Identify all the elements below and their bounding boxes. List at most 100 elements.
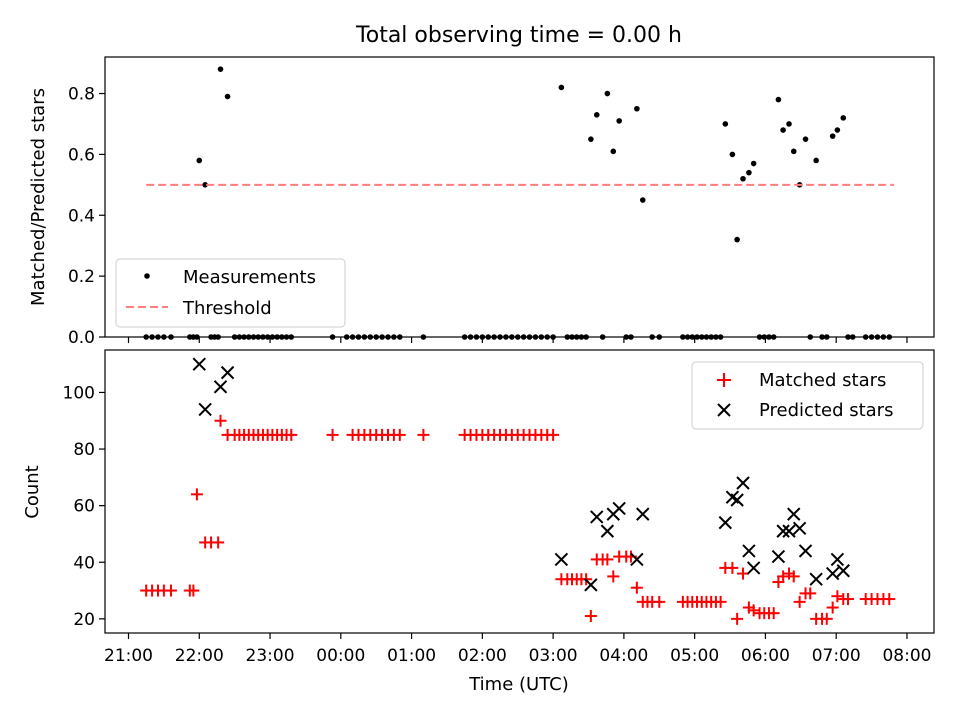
- matched-star-point: [547, 428, 560, 441]
- bottom-x-tick-label: 08:00: [882, 646, 931, 666]
- bottom-plot-frame: [104, 349, 935, 634]
- bottom-y-tick-label: 20: [73, 610, 95, 630]
- measurement-point: [684, 334, 691, 340]
- measurement-point: [479, 334, 486, 340]
- measurement-point: [231, 334, 238, 340]
- measurement-point: [155, 334, 161, 340]
- matched-star-point: [630, 581, 643, 594]
- predicted-star-point: [825, 566, 840, 581]
- measurement-point: [616, 118, 622, 124]
- matched-star-point: [883, 593, 896, 606]
- measurement-point: [514, 334, 521, 340]
- bottom-y-tick-label: 100: [63, 383, 95, 403]
- measurement-point: [202, 182, 208, 188]
- measurement-point: [639, 197, 646, 203]
- top-y-tick-label: 0.2: [68, 267, 95, 287]
- predicted-star-point: [590, 510, 604, 524]
- top-y-tick-label: 0.0: [68, 328, 95, 348]
- top-y-tick-label: 0.6: [68, 145, 95, 165]
- measurement-point: [886, 334, 893, 340]
- predicted-star-point: [782, 524, 796, 538]
- measurement-point: [790, 148, 797, 155]
- matched-star-point: [826, 601, 839, 614]
- measurement-point: [680, 334, 686, 340]
- matched-star-point: [831, 590, 844, 603]
- measurement-point: [279, 334, 285, 340]
- matched-star-point: [731, 612, 744, 625]
- predicted-star-point: [630, 552, 644, 567]
- predicted-star-point: [554, 552, 569, 567]
- predicted-star-point: [776, 524, 790, 538]
- measurement-point: [868, 334, 875, 340]
- predicted-star-point: [198, 402, 212, 417]
- matched-star-point: [187, 584, 200, 597]
- measurement-point: [550, 334, 556, 340]
- measurement-point: [520, 334, 527, 340]
- matched-star-point: [841, 593, 854, 606]
- top-chart-title: Total observing time = 0.00 h: [355, 23, 682, 48]
- top-y-axis-label: Matched/Predicted stars: [28, 88, 49, 306]
- measurement-point: [283, 334, 290, 340]
- measurement-point: [509, 334, 515, 340]
- measurement-point: [717, 334, 724, 340]
- legend-matched-marker: [717, 373, 731, 387]
- bottom-x-tick-label: 04:00: [599, 646, 648, 666]
- measurement-point: [491, 334, 497, 340]
- measurement-point: [722, 121, 729, 127]
- predicted-star-point: [742, 544, 756, 558]
- measurement-point: [734, 236, 740, 243]
- bottom-x-tick-label: 03:00: [529, 646, 578, 666]
- bottom-x-tick-label: 00:00: [316, 646, 365, 666]
- measurement-point: [761, 334, 768, 340]
- predicted-star-point: [718, 515, 733, 530]
- measurement-point: [538, 334, 545, 340]
- measurement-point: [149, 334, 155, 340]
- measurement-point: [807, 334, 814, 340]
- measurement-point: [461, 334, 468, 340]
- top-y-axis: 0.0 0.2 0.4 0.6 0.8: [68, 85, 105, 348]
- bottom-x-tick-label: 01:00: [387, 646, 436, 666]
- bottom-x-tick-label: 02:00: [458, 646, 507, 666]
- measurement-point: [578, 334, 585, 340]
- matched-star-point: [777, 570, 790, 583]
- measurement-point: [391, 334, 397, 340]
- measurement-point: [420, 334, 427, 340]
- matched-star-point: [653, 595, 666, 608]
- matched-star-point: [601, 553, 614, 566]
- measurement-point: [874, 334, 881, 340]
- bottom-legend: Matched stars Predicted stars: [691, 361, 924, 430]
- measurement-point: [215, 334, 221, 340]
- measurement-point: [829, 133, 836, 139]
- measurement-point: [544, 334, 551, 340]
- bottom-panel: 20 40 60 80 100 21:00 22:00 23:00 00:00 01:00 02:…: [22, 349, 935, 695]
- legend-matched-label: Matched stars: [759, 370, 886, 391]
- measurement-point: [634, 105, 640, 112]
- legend-measurements-label: Measurements: [183, 267, 316, 288]
- measurement-point: [168, 334, 174, 340]
- bottom-x-tick-label: 23:00: [246, 646, 295, 666]
- measurement-point: [269, 334, 276, 340]
- predicted-star-point: [213, 380, 228, 394]
- measurement-point: [255, 334, 262, 340]
- matched-star-point: [285, 428, 298, 441]
- measurement-point: [367, 334, 374, 340]
- measurement-point: [373, 334, 379, 340]
- measurement-point: [379, 334, 385, 340]
- measurement-point: [583, 334, 589, 340]
- bottom-x-tick-label: 21:00: [104, 646, 153, 666]
- predicted-star-point: [836, 564, 850, 578]
- measurement-point: [593, 112, 600, 118]
- matched-star-point: [212, 536, 225, 549]
- top-y-tick-label: 0.8: [68, 85, 95, 105]
- bottom-y-tick-label: 60: [73, 497, 95, 517]
- predicted-star-point: [584, 578, 598, 592]
- predicted-star-point: [798, 544, 813, 558]
- measurement-point: [750, 160, 757, 167]
- bottom-x-tick-label: 05:00: [670, 646, 719, 666]
- legend-measurements-marker: [144, 273, 150, 279]
- measurement-point: [260, 334, 266, 340]
- matched-star-point: [584, 610, 597, 623]
- measurement-point: [241, 334, 247, 340]
- measurement-point: [473, 334, 480, 340]
